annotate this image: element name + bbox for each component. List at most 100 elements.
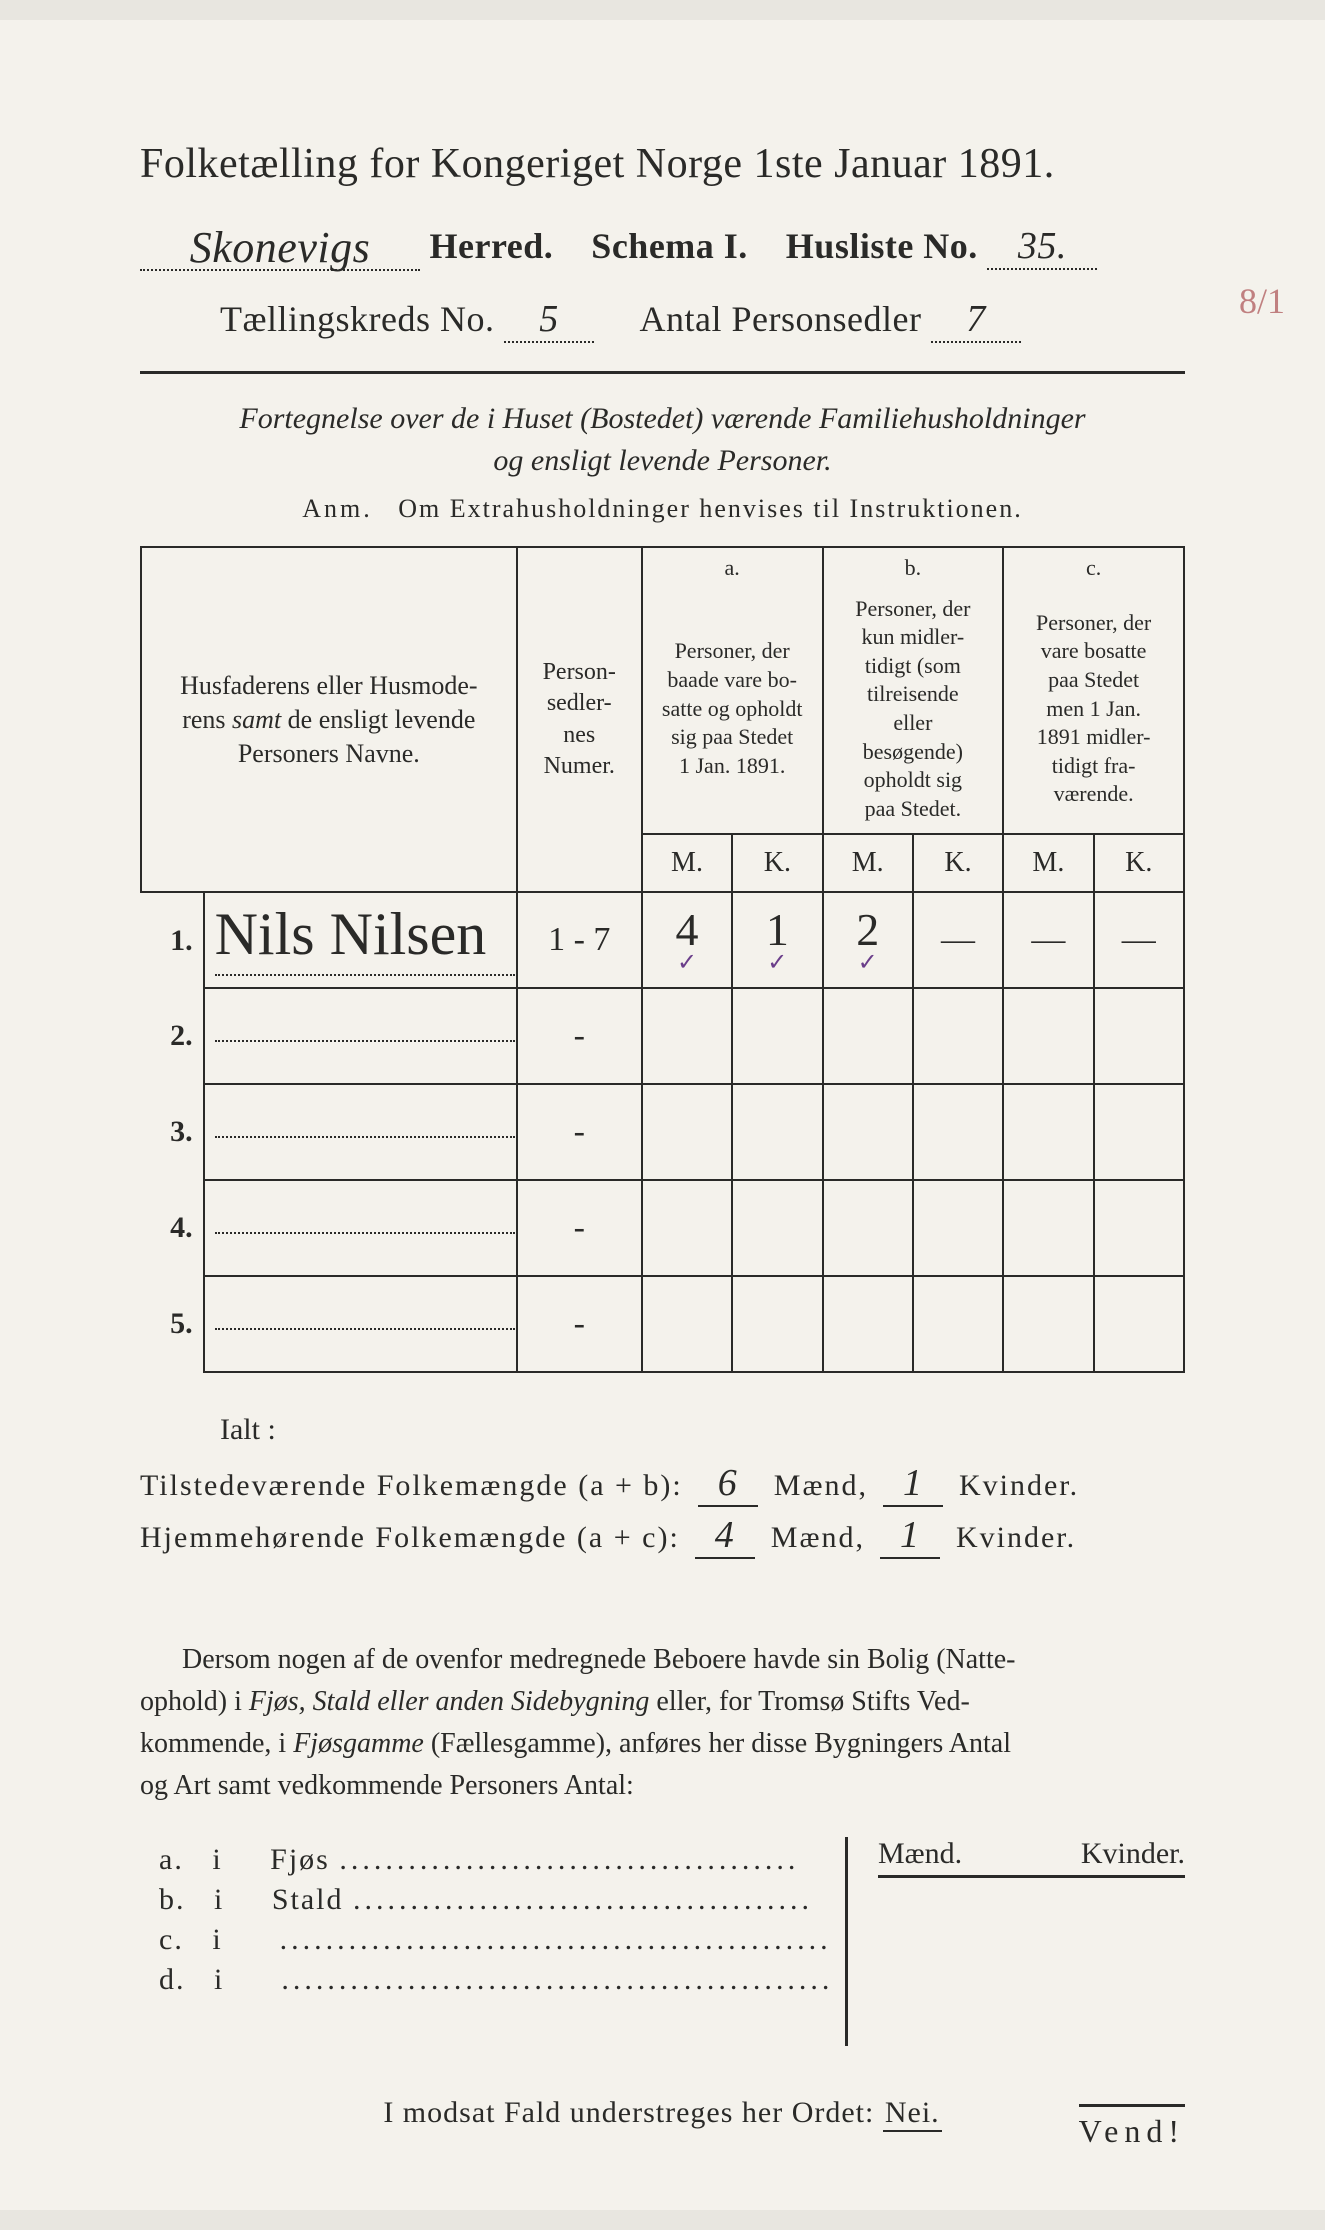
value-cell [823,1276,913,1372]
value-cell [1094,1180,1184,1276]
row-number: 2. [141,988,204,1084]
value-cell [823,1180,913,1276]
value-cell [1003,1084,1093,1180]
value-cell: 1✓ [732,892,822,988]
ac-k: 1 [880,1513,940,1559]
row-number: 4. [141,1180,204,1276]
right-h-kvinder: Kvinder. [1081,1837,1185,1871]
schema-label: Schema I. [591,226,748,266]
divider [140,371,1185,374]
nums-cell: 1 - 7 [517,892,642,988]
row1-label: Tilstedeværende Folkemængde (a + b): [140,1469,683,1502]
col-numbers: Person-sedler-nesNumer. [517,547,642,892]
value-cell [732,1276,822,1372]
census-table: Husfaderens eller Husmode-rens samt de e… [140,546,1185,1373]
value-cell [913,988,1003,1084]
census-form-page: 8/1 Folketælling for Kongeriget Norge 1s… [0,20,1325,2210]
totals-row-ac: Hjemmehørende Folkemængde (a + c): 4 Mæn… [140,1513,1185,1559]
ac-m: 4 [695,1513,755,1559]
value-cell [823,1084,913,1180]
col-a-label: a. [642,547,823,589]
kvinder-label-1: Kvinder. [959,1469,1079,1502]
outbuilding-right: Mænd. Kvinder. [845,1837,1185,2046]
c-m: M. [1003,834,1093,892]
outbuilding-paragraph: Dersom nogen af de ovenfor medregnede Be… [140,1639,1140,1807]
ab-m: 6 [698,1461,758,1507]
value-cell [1094,1276,1184,1372]
value-cell [913,1276,1003,1372]
value-cell [642,1276,732,1372]
value-cell: 2✓ [823,892,913,988]
outb-row: a. i Fjøs ..............................… [140,1843,845,1877]
ialt-label: Ialt : [220,1413,1185,1447]
vend-label: Vend! [1079,2104,1185,2150]
motsat-pre: I modsat Fald understreges her Ordet: [383,2096,883,2129]
value-cell [1003,1180,1093,1276]
form-subtitle: Fortegnelse over de i Huset (Bostedet) v… [223,398,1103,482]
herred-label: Herred. [430,226,554,266]
outb-row: b. i Stald .............................… [140,1883,845,1917]
col-a-desc: Personer, derbaade vare bo-satte og opho… [642,589,823,835]
outb-row: d. i ...................................… [140,1963,845,1997]
outbuilding-left: a. i Fjøs ..............................… [140,1837,845,2046]
value-cell: 4✓ [642,892,732,988]
col-b-desc: Personer, derkun midler-tidigt (somtilre… [823,589,1004,835]
c-k: K. [1094,834,1184,892]
col-c-label: c. [1003,547,1184,589]
name-cell [204,1276,517,1372]
row-number: 5. [141,1276,204,1372]
husliste-label: Husliste No. [786,226,978,266]
value-cell [823,988,913,1084]
value-cell [642,1084,732,1180]
personsedler-label: Antal Personsedler [640,299,922,339]
table-row: 3. - [141,1084,1184,1180]
nums-cell: - [517,1180,642,1276]
outb-row: c. i ...................................… [140,1923,845,1957]
header-line-3: Tællingskreds No. 5 Antal Personsedler 7 [140,297,1185,343]
a-k: K. [732,834,822,892]
herred-value: Skonevigs [140,218,420,271]
kreds-label: Tællingskreds No. [220,299,495,339]
kvinder-label-2: Kvinder. [956,1521,1076,1554]
row-number: 3. [141,1084,204,1180]
table-row: 1.Nils Nilsen1 - 74✓1✓2✓——— [141,892,1184,988]
value-cell [732,1084,822,1180]
value-cell [1003,1276,1093,1372]
value-cell [642,988,732,1084]
value-cell: — [1003,892,1093,988]
kreds-value: 5 [504,297,594,343]
value-cell: — [1094,892,1184,988]
value-cell [913,1084,1003,1180]
personsedler-value: 7 [931,297,1021,343]
right-h-maend: Mænd. [878,1837,962,1871]
page-title: Folketælling for Kongeriget Norge 1ste J… [140,140,1185,188]
table-body: 1.Nils Nilsen1 - 74✓1✓2✓———2.-3.-4.-5.- [141,892,1184,1372]
margin-annotation: 8/1 [1239,280,1285,322]
table-row: 5. - [141,1276,1184,1372]
name-cell [204,988,517,1084]
name-cell [204,1180,517,1276]
maend-label-2: Mænd, [771,1521,865,1554]
nums-cell: - [517,1276,642,1372]
value-cell [732,988,822,1084]
annotation-line: Anm. Om Extrahusholdninger henvises til … [140,494,1185,524]
nums-cell: - [517,988,642,1084]
value-cell [642,1180,732,1276]
husliste-value: 35. [987,224,1097,270]
maend-label-1: Mænd, [774,1469,868,1502]
a-m: M. [642,834,732,892]
b-m: M. [823,834,913,892]
table-row: 2. - [141,988,1184,1084]
outbuilding-list: a. i Fjøs ..............................… [140,1837,1185,2046]
table-header: Husfaderens eller Husmode-rens samt de e… [141,547,1184,892]
value-cell: — [913,892,1003,988]
nums-cell: - [517,1084,642,1180]
ab-k: 1 [883,1461,943,1507]
motsat-line: I modsat Fald understreges her Ordet: Ne… [140,2096,1185,2130]
col-c-desc: Personer, dervare bosattepaa Stedetmen 1… [1003,589,1184,835]
name-cell [204,1084,517,1180]
table-row: 4. - [141,1180,1184,1276]
name-cell: Nils Nilsen [204,892,517,988]
row-number: 1. [141,892,204,988]
value-cell [1094,988,1184,1084]
